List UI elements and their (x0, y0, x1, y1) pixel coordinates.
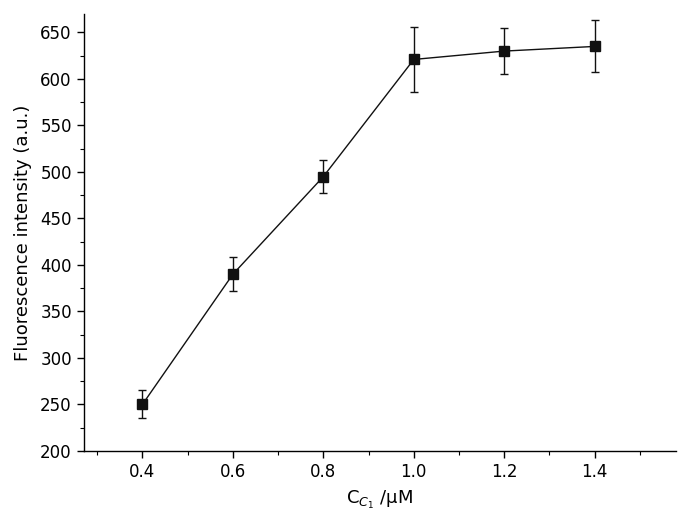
X-axis label: C$_{C_{1}}$ /μM: C$_{C_{1}}$ /μM (346, 489, 413, 511)
Y-axis label: Fluorescence intensity (a.u.): Fluorescence intensity (a.u.) (14, 104, 32, 361)
